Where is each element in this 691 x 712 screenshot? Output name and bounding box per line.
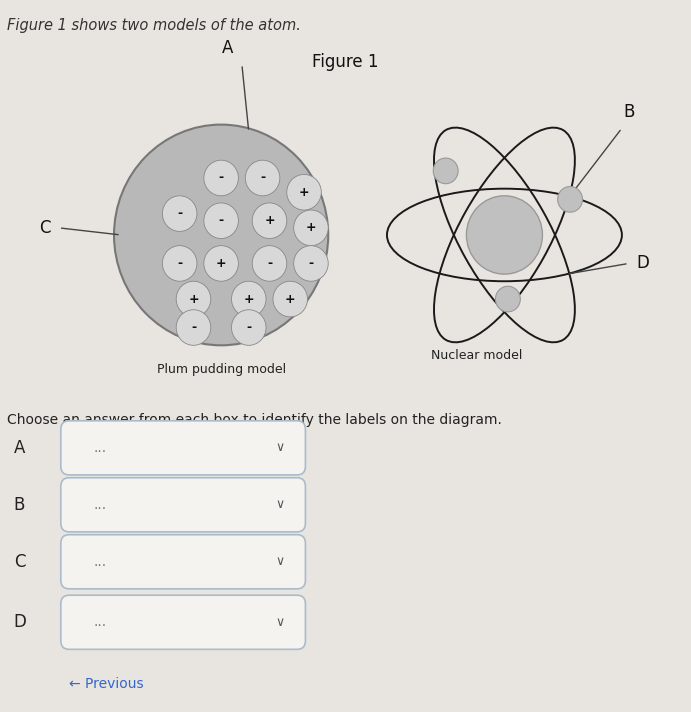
Text: C: C (14, 553, 26, 571)
Text: -: - (267, 257, 272, 270)
FancyBboxPatch shape (61, 421, 305, 475)
Text: A: A (14, 439, 25, 457)
Text: ∨: ∨ (275, 498, 285, 511)
Text: ...: ... (93, 555, 106, 569)
FancyBboxPatch shape (61, 595, 305, 649)
Text: ← Previous: ← Previous (69, 676, 144, 691)
Text: -: - (191, 321, 196, 334)
Text: +: + (305, 221, 316, 234)
Text: Nuclear model: Nuclear model (431, 349, 522, 362)
Circle shape (162, 196, 197, 231)
Text: +: + (216, 257, 227, 270)
Circle shape (287, 174, 321, 210)
Text: Plum pudding model: Plum pudding model (157, 363, 285, 376)
Text: C: C (39, 219, 50, 237)
Text: ...: ... (93, 441, 106, 455)
Text: -: - (218, 172, 224, 184)
Text: ∨: ∨ (275, 616, 285, 629)
Text: Figure 1 shows two models of the atom.: Figure 1 shows two models of the atom. (7, 18, 301, 33)
Circle shape (204, 246, 238, 281)
Circle shape (252, 246, 287, 281)
Circle shape (176, 310, 211, 345)
Text: +: + (285, 293, 296, 305)
Text: ∨: ∨ (275, 555, 285, 568)
Circle shape (114, 125, 328, 345)
Text: +: + (264, 214, 275, 227)
Text: D: D (14, 613, 27, 632)
Text: ...: ... (93, 615, 106, 629)
Text: Choose an answer from each box to identify the labels on the diagram.: Choose an answer from each box to identi… (7, 413, 502, 427)
Circle shape (162, 246, 197, 281)
Text: -: - (246, 321, 252, 334)
Text: ∨: ∨ (275, 441, 285, 454)
Circle shape (204, 203, 238, 239)
Text: -: - (218, 214, 224, 227)
Text: ...: ... (93, 498, 106, 512)
Text: A: A (223, 39, 234, 57)
Text: B: B (623, 103, 634, 121)
FancyBboxPatch shape (61, 535, 305, 589)
Circle shape (245, 160, 280, 196)
Circle shape (176, 281, 211, 317)
Text: -: - (308, 257, 314, 270)
Text: -: - (260, 172, 265, 184)
Text: B: B (14, 496, 25, 514)
Circle shape (433, 158, 458, 184)
Text: D: D (636, 254, 649, 273)
Circle shape (231, 310, 266, 345)
Text: -: - (177, 207, 182, 220)
Circle shape (558, 187, 583, 212)
Circle shape (252, 203, 287, 239)
Circle shape (204, 160, 238, 196)
Text: +: + (243, 293, 254, 305)
Circle shape (231, 281, 266, 317)
Circle shape (294, 210, 328, 246)
Circle shape (495, 286, 520, 312)
FancyBboxPatch shape (61, 478, 305, 532)
Circle shape (273, 281, 307, 317)
Circle shape (294, 246, 328, 281)
Text: -: - (177, 257, 182, 270)
Text: +: + (299, 186, 310, 199)
Circle shape (466, 196, 542, 274)
Text: Figure 1: Figure 1 (312, 53, 379, 71)
Text: +: + (188, 293, 199, 305)
